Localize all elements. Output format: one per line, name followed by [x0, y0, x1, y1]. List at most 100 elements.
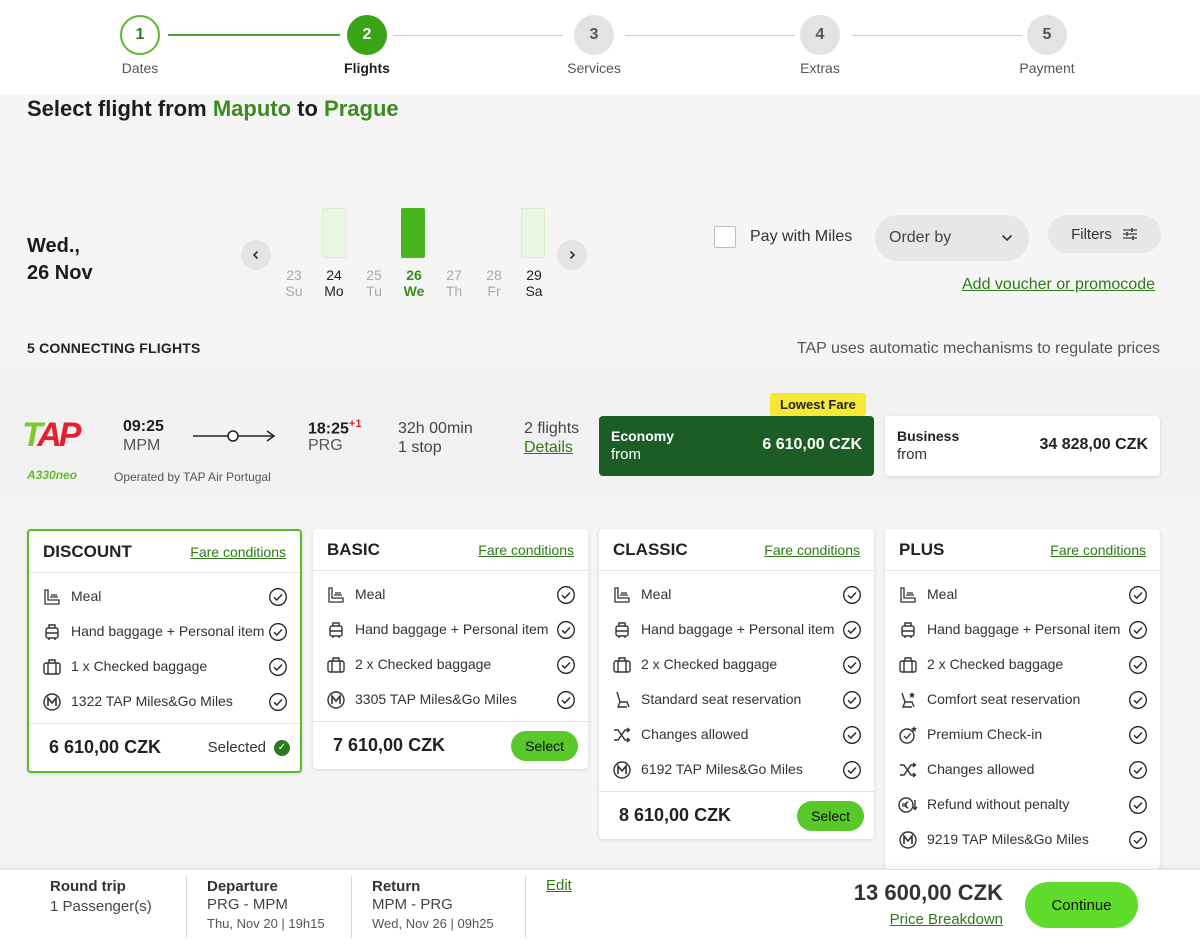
day-26[interactable]: 26 We — [398, 267, 430, 299]
title-destination: Prague — [324, 96, 399, 121]
meal-icon — [41, 586, 63, 608]
edit-link[interactable]: Edit — [546, 877, 572, 894]
prev-dates-button[interactable] — [241, 240, 271, 270]
stepper-line — [168, 34, 340, 36]
step-label: Services — [567, 60, 621, 76]
economy-fare-card[interactable]: Economy from 6 610,00 CZK — [599, 416, 874, 476]
fare-feature: Refund without penalty — [885, 787, 1160, 822]
economy-from: from — [611, 446, 641, 463]
trip-type: Round trip — [50, 878, 126, 895]
fare-feature: Changes allowed — [885, 752, 1160, 787]
price-bar-29[interactable] — [521, 208, 545, 258]
trip-info: Round trip 1 Passenger(s) — [50, 878, 152, 915]
fare-conditions-link[interactable]: Fare conditions — [1050, 541, 1146, 558]
check-circle-icon — [1129, 760, 1147, 779]
title-prefix: Select flight from — [27, 96, 207, 121]
details-link[interactable]: Details — [524, 439, 573, 456]
feature-text: Changes allowed — [927, 761, 1035, 777]
check-circle-icon — [843, 690, 861, 709]
fare-card-classic[interactable]: CLASSIC Fare conditions Meal Hand baggage +… — [599, 529, 874, 839]
departure-time: 09:25 — [123, 418, 164, 435]
sliders-icon — [1122, 228, 1137, 240]
page-title: Select flight from Maputo to Prague — [27, 96, 399, 122]
results-count: 5 CONNECTING FLIGHTS — [27, 340, 201, 356]
feature-text: Hand baggage + Personal item — [641, 621, 835, 637]
price-breakdown-link[interactable]: Price Breakdown — [889, 911, 1003, 928]
tap-logo: TAP — [22, 418, 82, 452]
meal-icon — [611, 584, 633, 606]
economy-label: Economy — [611, 428, 675, 444]
feature-text: Changes allowed — [641, 726, 749, 742]
fare-feature: Comfort seat reservation — [885, 682, 1160, 717]
fare-feature: Hand baggage + Personal item — [599, 612, 874, 647]
fare-header: DISCOUNT Fare conditions — [29, 531, 300, 573]
shuffle-icon — [611, 724, 633, 746]
check-circle-icon — [843, 585, 861, 604]
day-28: 28 Fr — [478, 267, 510, 299]
day-number: 24 — [326, 267, 342, 283]
check-circle-icon — [269, 587, 287, 606]
stepper-line — [625, 35, 795, 36]
feature-text: Hand baggage + Personal item — [71, 623, 265, 639]
fare-name: PLUS — [899, 539, 945, 559]
day-29[interactable]: 29 Sa — [518, 267, 550, 299]
feature-text: 2 x Checked baggage — [355, 656, 492, 672]
next-dates-button[interactable] — [557, 240, 587, 270]
hand-baggage-icon — [325, 619, 347, 641]
day-weekday: Tu — [366, 283, 382, 299]
total-price: 13 600,00 CZK — [853, 880, 1003, 905]
day-weekday: Th — [445, 283, 463, 299]
fare-feature: 2 x Checked baggage — [885, 647, 1160, 682]
fare-footer: 6 610,00 CZK Selected ✓ — [29, 723, 300, 771]
filters-button[interactable]: Filters — [1048, 215, 1161, 253]
checked-baggage-icon — [897, 654, 919, 676]
fare-card-discount[interactable]: DISCOUNT Fare conditions Meal Hand baggage … — [27, 529, 302, 773]
order-by-label: Order by — [889, 229, 952, 246]
fare-conditions-link[interactable]: Fare conditions — [190, 543, 286, 560]
price-bar-26[interactable] — [401, 208, 425, 258]
business-price: 34 828,00 CZK — [1039, 436, 1148, 453]
business-label: Business — [897, 428, 960, 444]
fare-feature: Changes allowed — [599, 717, 874, 752]
miles-icon — [611, 759, 633, 781]
add-voucher-link[interactable]: Add voucher or promocode — [962, 276, 1155, 293]
select-fare-button[interactable]: Select — [797, 800, 864, 831]
step-dates[interactable]: 1 Dates — [80, 15, 200, 76]
fare-card-basic[interactable]: BASIC Fare conditions Meal Hand baggage + P… — [313, 529, 588, 769]
return-date: Wed, Nov 26 | 09h25 — [372, 916, 494, 931]
fare-features: Meal Hand baggage + Personal item 1 x Chec… — [29, 573, 300, 723]
order-by-select[interactable]: Order by — [875, 215, 1029, 261]
feature-text: 9219 TAP Miles&Go Miles — [927, 831, 1089, 847]
check-circle-icon — [1129, 690, 1147, 709]
select-fare-button[interactable]: Select — [511, 730, 578, 761]
continue-button[interactable]: Continue — [1025, 882, 1138, 928]
pay-with-miles-checkbox[interactable] — [714, 226, 736, 248]
day-24[interactable]: 24 Mo — [318, 267, 350, 299]
fare-header: CLASSIC Fare conditions — [599, 529, 874, 571]
check-circle-icon — [1129, 795, 1147, 814]
business-fare-card[interactable]: Business from 34 828,00 CZK — [885, 416, 1160, 476]
fare-price: 7 610,00 CZK — [333, 735, 446, 755]
feature-text: 2 x Checked baggage — [641, 656, 778, 672]
fare-feature: 1 x Checked baggage — [29, 649, 300, 684]
pay-with-miles-toggle[interactable]: Pay with Miles — [714, 226, 852, 248]
fare-conditions-link[interactable]: Fare conditions — [764, 541, 860, 558]
day-number: 23 — [286, 267, 302, 283]
checked-baggage-icon — [41, 656, 63, 678]
price-bar-24[interactable] — [322, 208, 346, 258]
return-summary: Return MPM - PRG Wed, Nov 26 | 09h25 — [372, 878, 494, 931]
fare-card-plus[interactable]: PLUS Fare conditions Meal Hand baggage + Pe… — [885, 529, 1160, 869]
fare-conditions-link[interactable]: Fare conditions — [478, 541, 574, 558]
refund-icon — [897, 794, 919, 816]
check-circle-icon — [269, 657, 287, 676]
aircraft-type: A330neo — [27, 468, 78, 482]
pay-with-miles-label: Pay with Miles — [750, 228, 853, 245]
fare-feature: Hand baggage + Personal item — [313, 612, 588, 647]
day-number: 28 — [486, 267, 502, 283]
check-circle-icon — [843, 620, 861, 639]
check-circle-icon — [1129, 585, 1147, 604]
arrival-code: PRG — [308, 437, 343, 454]
fare-feature: 3305 TAP Miles&Go Miles — [313, 682, 588, 717]
flight-count: 2 flights Details — [524, 419, 579, 457]
selected-label: Selected — [207, 739, 266, 756]
